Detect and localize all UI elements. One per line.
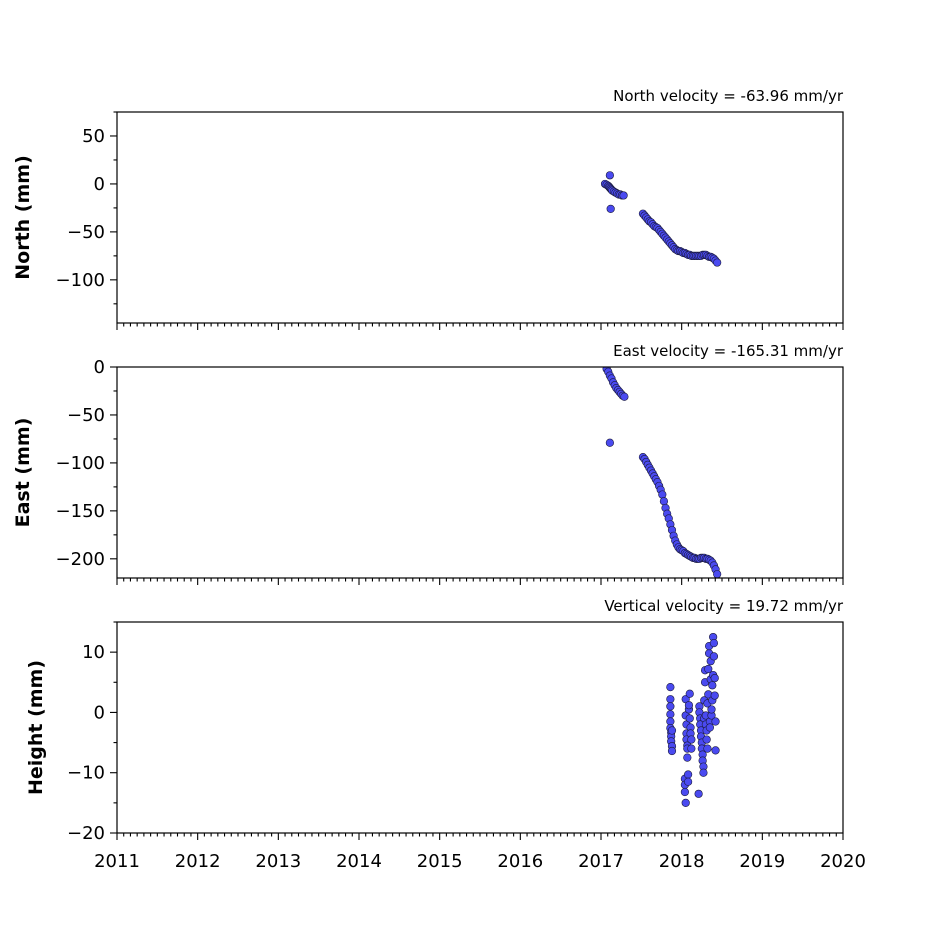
data-point bbox=[685, 714, 694, 723]
data-point bbox=[666, 695, 675, 704]
data-point bbox=[694, 789, 703, 798]
data-point bbox=[711, 746, 720, 755]
x-tick-label: 2015 bbox=[417, 851, 463, 872]
x-tick-label: 2014 bbox=[336, 851, 382, 872]
data-point bbox=[684, 701, 694, 710]
data-point bbox=[713, 258, 722, 267]
east-panel: 0 −50 −100 −150 −200 East velocity = -165.31 … bbox=[12, 342, 844, 585]
data-point bbox=[619, 191, 628, 200]
y-tick-label: −20 bbox=[67, 823, 105, 844]
x-tick-label: 2020 bbox=[820, 851, 866, 872]
height-axis-label: Height (mm) bbox=[25, 660, 47, 795]
data-point bbox=[666, 710, 675, 719]
x-tick-label: 2012 bbox=[175, 851, 221, 872]
y-tick-label: 50 bbox=[82, 126, 105, 147]
y-tick-label: 0 bbox=[94, 702, 105, 723]
data-point bbox=[605, 438, 614, 447]
data-point bbox=[707, 705, 716, 714]
data-point bbox=[699, 768, 708, 777]
data-point bbox=[606, 204, 615, 213]
data-point bbox=[705, 723, 715, 732]
data-point bbox=[702, 735, 711, 744]
data-point bbox=[687, 735, 696, 744]
y-tick-label: 10 bbox=[82, 642, 105, 663]
y-tick-label: −200 bbox=[56, 549, 105, 570]
y-tick-label: −50 bbox=[67, 405, 105, 426]
data-point bbox=[711, 717, 720, 726]
data-point bbox=[666, 683, 675, 692]
east-points bbox=[602, 367, 722, 578]
x-tick-label: 2011 bbox=[94, 851, 140, 872]
data-point bbox=[710, 673, 719, 683]
height-points bbox=[666, 632, 720, 807]
data-point bbox=[666, 702, 675, 711]
data-point bbox=[684, 777, 693, 786]
data-point bbox=[605, 171, 614, 180]
y-tick-label: 0 bbox=[94, 357, 105, 378]
data-point bbox=[684, 770, 693, 779]
data-point bbox=[681, 798, 690, 807]
x-tick-label: 2019 bbox=[739, 851, 785, 872]
data-point bbox=[667, 746, 677, 756]
data-point bbox=[703, 744, 712, 753]
x-tick-label: 2018 bbox=[659, 851, 705, 872]
plot-frame bbox=[116, 621, 844, 834]
data-point bbox=[709, 652, 719, 661]
data-point bbox=[659, 497, 669, 506]
data-point bbox=[685, 689, 694, 698]
y-tick-label: −50 bbox=[67, 222, 105, 243]
y-tick-label: −150 bbox=[56, 501, 105, 522]
y-tick-label: −100 bbox=[56, 270, 105, 291]
y-tick-label: 0 bbox=[94, 174, 105, 195]
x-tick-label: 2013 bbox=[255, 851, 301, 872]
x-tick-label: 2017 bbox=[578, 851, 624, 872]
data-point bbox=[704, 664, 713, 674]
data-point bbox=[709, 638, 719, 648]
y-tick-label: −100 bbox=[56, 453, 105, 474]
plot-frame bbox=[116, 366, 844, 579]
data-point bbox=[683, 753, 692, 762]
data-point bbox=[658, 490, 667, 499]
north-velocity-title: North velocity = -63.96 mm/yr bbox=[613, 87, 844, 105]
data-point bbox=[680, 787, 689, 797]
east-velocity-title: East velocity = -165.31 mm/yr bbox=[613, 342, 844, 360]
data-point bbox=[687, 744, 696, 753]
y-tick-label: −10 bbox=[67, 763, 105, 784]
north-panel: 50 0 −50 −100 North velocity = -63.96 mm/yr N… bbox=[12, 87, 844, 330]
north-points bbox=[600, 171, 722, 267]
north-axis-label: North (mm) bbox=[12, 155, 34, 280]
height-panel: 10 0 −10 −20 2011 2012 2013 2014 2015 2016 2017 201… bbox=[25, 597, 866, 872]
x-tick-label: 2016 bbox=[497, 851, 543, 872]
data-point bbox=[713, 570, 722, 578]
plot-frame bbox=[116, 111, 844, 324]
data-point bbox=[620, 392, 629, 401]
data-point bbox=[710, 691, 719, 700]
east-axis-label: East (mm) bbox=[12, 418, 34, 528]
height-velocity-title: Vertical velocity = 19.72 mm/yr bbox=[604, 597, 844, 615]
data-point bbox=[708, 681, 717, 690]
data-point bbox=[667, 726, 677, 735]
